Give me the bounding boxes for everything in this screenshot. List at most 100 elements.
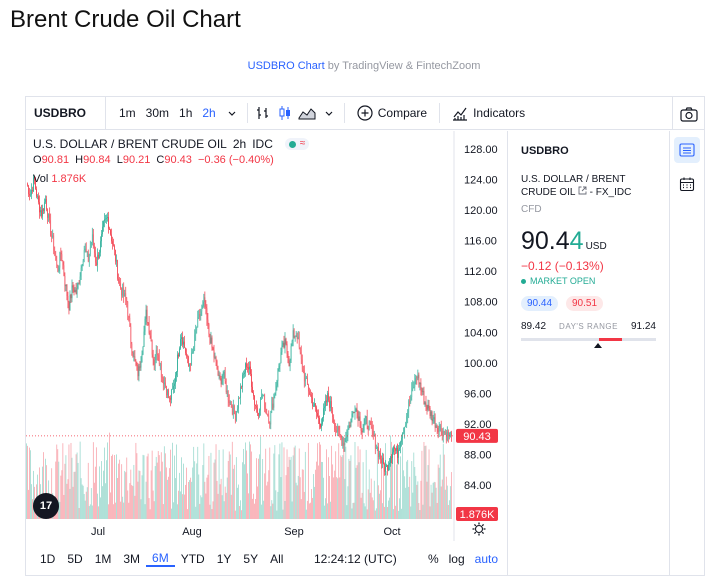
candle-body	[380, 453, 381, 460]
candle-body	[69, 294, 71, 311]
market-status-indicator[interactable]: ≈	[284, 138, 310, 150]
candle-body	[55, 254, 57, 261]
range-6m[interactable]: 6M	[146, 551, 175, 567]
range-ytd[interactable]: YTD	[180, 552, 205, 566]
range-1d[interactable]: 1D	[40, 552, 56, 566]
y-tick-label: 120.00	[464, 205, 498, 217]
range-3m[interactable]: 3M	[123, 552, 141, 566]
candle-body	[344, 438, 346, 446]
candle-body	[301, 359, 303, 370]
candle-body	[333, 417, 334, 423]
candle-body	[401, 438, 402, 443]
tradingview-logo-icon[interactable]: 17	[33, 493, 59, 519]
auto-scale-toggle[interactable]: auto	[474, 552, 498, 566]
volume-bar	[294, 445, 296, 519]
candle-body	[432, 418, 434, 422]
interval-30m[interactable]: 30m	[145, 105, 170, 120]
volume-bar	[227, 460, 229, 519]
volume-bar	[181, 457, 182, 519]
volume-bar	[59, 501, 61, 519]
range-1m[interactable]: 1M	[94, 552, 112, 566]
gear-icon[interactable]	[472, 522, 486, 536]
candle-body	[383, 457, 384, 465]
candle-body	[212, 347, 214, 351]
candle-body	[297, 336, 299, 339]
candle-body	[184, 341, 185, 348]
volume-bar	[127, 490, 129, 519]
candle-body	[267, 414, 269, 416]
volume-bar	[420, 480, 422, 519]
compare-button[interactable]: Compare	[349, 97, 435, 130]
external-link-icon[interactable]	[578, 186, 587, 195]
candle-body	[397, 447, 398, 458]
candle-body	[134, 356, 136, 362]
screenshot-button[interactable]	[672, 97, 704, 130]
area-chart-type-icon[interactable]	[296, 97, 318, 130]
volume-bar	[361, 492, 363, 519]
candle-body	[120, 283, 121, 289]
range-all[interactable]: All	[270, 552, 284, 566]
candles-chart-type-icon[interactable]	[274, 97, 296, 130]
volume-bar	[358, 462, 360, 519]
candle-body	[185, 347, 186, 354]
chart-area[interactable]: 128.00 124.00 120.00 116.00 112.00 108.00 104.…	[26, 131, 506, 541]
candle-body	[236, 411, 237, 421]
volume-bar	[235, 457, 237, 519]
current-price-marker-icon	[594, 343, 602, 348]
candle-body	[191, 352, 192, 366]
volume-bar	[276, 510, 278, 519]
candle-body	[346, 435, 348, 438]
volume-bar	[116, 454, 117, 519]
candle-body	[292, 330, 294, 341]
candle-body	[225, 381, 227, 393]
volume-bar	[263, 500, 265, 519]
volume-bar	[142, 454, 144, 519]
candle-body	[49, 214, 50, 221]
range-1y[interactable]: 1Y	[216, 552, 232, 566]
volume-bar	[388, 500, 389, 519]
interval-dropdown-icon[interactable]	[221, 97, 243, 130]
calendar-button[interactable]	[674, 171, 700, 197]
candle-body	[202, 301, 204, 306]
volume-bar	[319, 442, 320, 519]
price-chart[interactable]: 128.00 124.00 120.00 116.00 112.00 108.00 104.…	[26, 131, 506, 541]
range-5y[interactable]: 5Y	[243, 552, 259, 566]
candle-body	[85, 248, 87, 253]
volume-bar	[397, 443, 398, 519]
candle-body	[151, 341, 153, 355]
candle-body	[30, 194, 31, 196]
volume-bar	[252, 498, 253, 519]
candle-body	[436, 425, 438, 428]
volume-bar	[102, 486, 103, 519]
candle-body	[264, 395, 266, 409]
interval-2h[interactable]: 2h	[202, 105, 216, 120]
candle-body	[322, 417, 323, 424]
utc-clock[interactable]: 12:24:12 (UTC)	[314, 552, 397, 566]
volume-bar	[323, 477, 324, 519]
bar-chart-type-icon[interactable]	[252, 97, 274, 130]
indicators-button[interactable]: Indicators	[444, 97, 533, 130]
credit-link[interactable]: USDBRO Chart	[247, 60, 325, 72]
candle-body	[196, 327, 198, 331]
symbol-search-button[interactable]: USDBRO	[26, 96, 106, 130]
candle-body	[104, 219, 105, 222]
candle-body	[82, 260, 84, 267]
range-5d[interactable]: 5D	[67, 552, 83, 566]
interval-1m[interactable]: 1m	[119, 105, 136, 120]
log-scale-toggle[interactable]: log	[448, 552, 465, 566]
details-symbol[interactable]: USDBRO	[521, 145, 569, 157]
candle-body	[42, 208, 43, 217]
watchlist-button[interactable]	[674, 137, 700, 163]
percent-scale-toggle[interactable]: %	[427, 552, 439, 566]
volume-bar	[291, 501, 293, 519]
candle-body	[229, 401, 231, 403]
interval-1h[interactable]: 1h	[179, 105, 193, 120]
volume-bar	[196, 463, 198, 519]
candle-body	[121, 288, 123, 296]
volume-bar	[330, 501, 331, 519]
volume-bar	[216, 480, 218, 519]
candle-body	[327, 393, 328, 403]
chart-type-dropdown-icon[interactable]	[318, 97, 340, 130]
candle-body	[114, 245, 115, 250]
volume-bar	[117, 478, 118, 519]
